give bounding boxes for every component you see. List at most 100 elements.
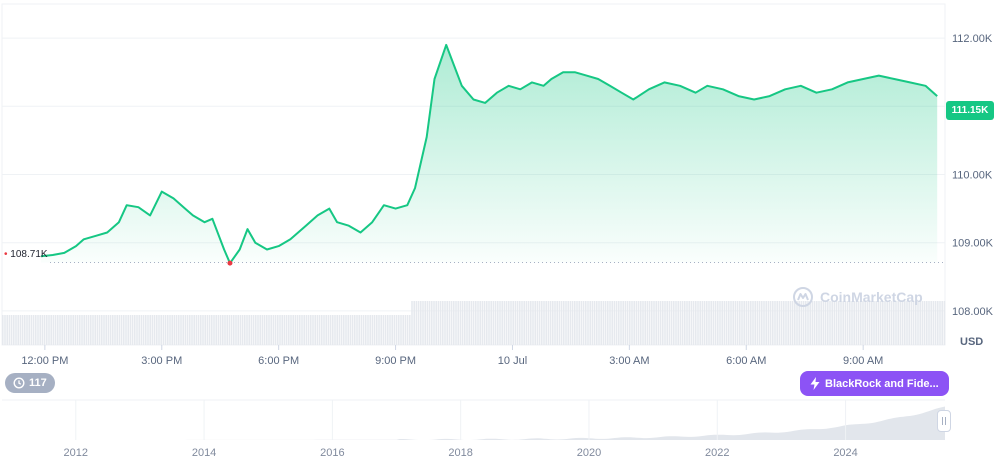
volume-bar — [116, 315, 118, 345]
volume-bar — [673, 301, 675, 345]
volume-bar — [294, 315, 297, 345]
volume-bar — [13, 315, 15, 345]
volume-bar — [811, 301, 814, 345]
volume-bar — [541, 301, 543, 345]
volume-bar — [816, 301, 818, 345]
volume-bar — [367, 315, 369, 345]
volume-bar — [263, 315, 266, 345]
volume-bar — [215, 315, 217, 345]
volume-bar — [142, 315, 145, 345]
volume-bar — [824, 301, 827, 345]
volume-bar — [765, 301, 767, 345]
time-tick-label: 3:00 AM — [609, 355, 649, 367]
volume-bar — [127, 315, 129, 345]
volume-bar — [558, 301, 561, 345]
volume-bar — [59, 315, 61, 345]
volume-bar — [327, 315, 330, 345]
volume-bar — [708, 301, 710, 345]
volume-bar — [486, 301, 488, 345]
volume-bar — [611, 301, 613, 345]
volume-bar — [730, 301, 732, 345]
volume-bar — [79, 315, 81, 345]
volume-bar — [354, 315, 356, 345]
news-event-button[interactable]: BlackRock and Fide... — [800, 371, 949, 396]
volume-bar — [523, 301, 525, 345]
volume-bar — [706, 301, 708, 345]
volume-bar — [24, 315, 26, 345]
volume-bar — [466, 301, 468, 345]
volume-bar — [525, 301, 528, 345]
volume-bar — [303, 315, 305, 345]
volume-bar — [340, 315, 343, 345]
volume-bar — [153, 315, 156, 345]
volume-bar — [545, 301, 547, 345]
volume-bar — [151, 315, 154, 345]
volume-bar — [382, 315, 385, 345]
volume-bar — [96, 315, 99, 345]
volume-bar — [424, 301, 426, 345]
volume-bar — [890, 301, 893, 345]
volume-bar — [822, 301, 825, 345]
volume-bar — [655, 301, 657, 345]
volume-bar — [725, 301, 728, 345]
volume-bar — [910, 301, 913, 345]
volume-bar — [206, 315, 209, 345]
volume-bar — [439, 301, 442, 345]
volume-bar — [622, 301, 624, 345]
volume-bar — [780, 301, 783, 345]
volume-bar — [893, 301, 895, 345]
volume-bar — [259, 315, 261, 345]
volume-bar — [433, 301, 435, 345]
volume-bar — [648, 301, 651, 345]
volume-bar — [380, 315, 382, 345]
volume-bar — [420, 301, 422, 345]
volume-bar — [257, 315, 259, 345]
volume-bar — [305, 315, 308, 345]
volume-bar — [39, 315, 41, 345]
volume-bar — [461, 301, 464, 345]
volume-bar — [219, 315, 222, 345]
volume-bar — [919, 301, 921, 345]
volume-bar — [840, 301, 842, 345]
volume-bar — [692, 301, 695, 345]
volume-bar — [296, 315, 299, 345]
volume-bar — [547, 301, 550, 345]
volume-bar — [6, 315, 8, 345]
volume-bar — [596, 301, 598, 345]
volume-bar — [505, 301, 508, 345]
volume-bar — [371, 315, 374, 345]
volume-bar — [314, 315, 316, 345]
volume-bar — [475, 301, 477, 345]
volume-bar — [532, 301, 534, 345]
volume-bar — [688, 301, 690, 345]
volume-bar — [536, 301, 539, 345]
volume-bar — [503, 301, 506, 345]
volume-bar — [406, 315, 409, 345]
current-price-value: 111.15K — [951, 105, 989, 116]
volume-bar — [459, 301, 462, 345]
volume-bar — [591, 301, 594, 345]
volume-bar — [899, 301, 902, 345]
range-slider-handle[interactable] — [937, 410, 951, 432]
volume-bar — [714, 301, 717, 345]
volume-bar — [52, 315, 55, 345]
volume-bar — [912, 301, 915, 345]
volume-bar — [888, 301, 891, 345]
volume-bar — [72, 315, 74, 345]
time-tick-label: 6:00 AM — [726, 355, 766, 367]
time-tick-label: 12:00 PM — [21, 355, 68, 367]
volume-bar — [200, 315, 202, 345]
events-counter-button[interactable]: 117 — [5, 373, 55, 393]
volume-bar — [761, 301, 763, 345]
volume-bar — [360, 315, 363, 345]
volume-bar — [626, 301, 629, 345]
volume-bar — [862, 301, 864, 345]
volume-bar — [805, 301, 807, 345]
volume-bar — [642, 301, 644, 345]
volume-bar — [739, 301, 741, 345]
volume-bar — [178, 315, 180, 345]
volume-bar — [290, 315, 292, 345]
volume-bar — [574, 301, 576, 345]
volume-bar — [864, 301, 866, 345]
